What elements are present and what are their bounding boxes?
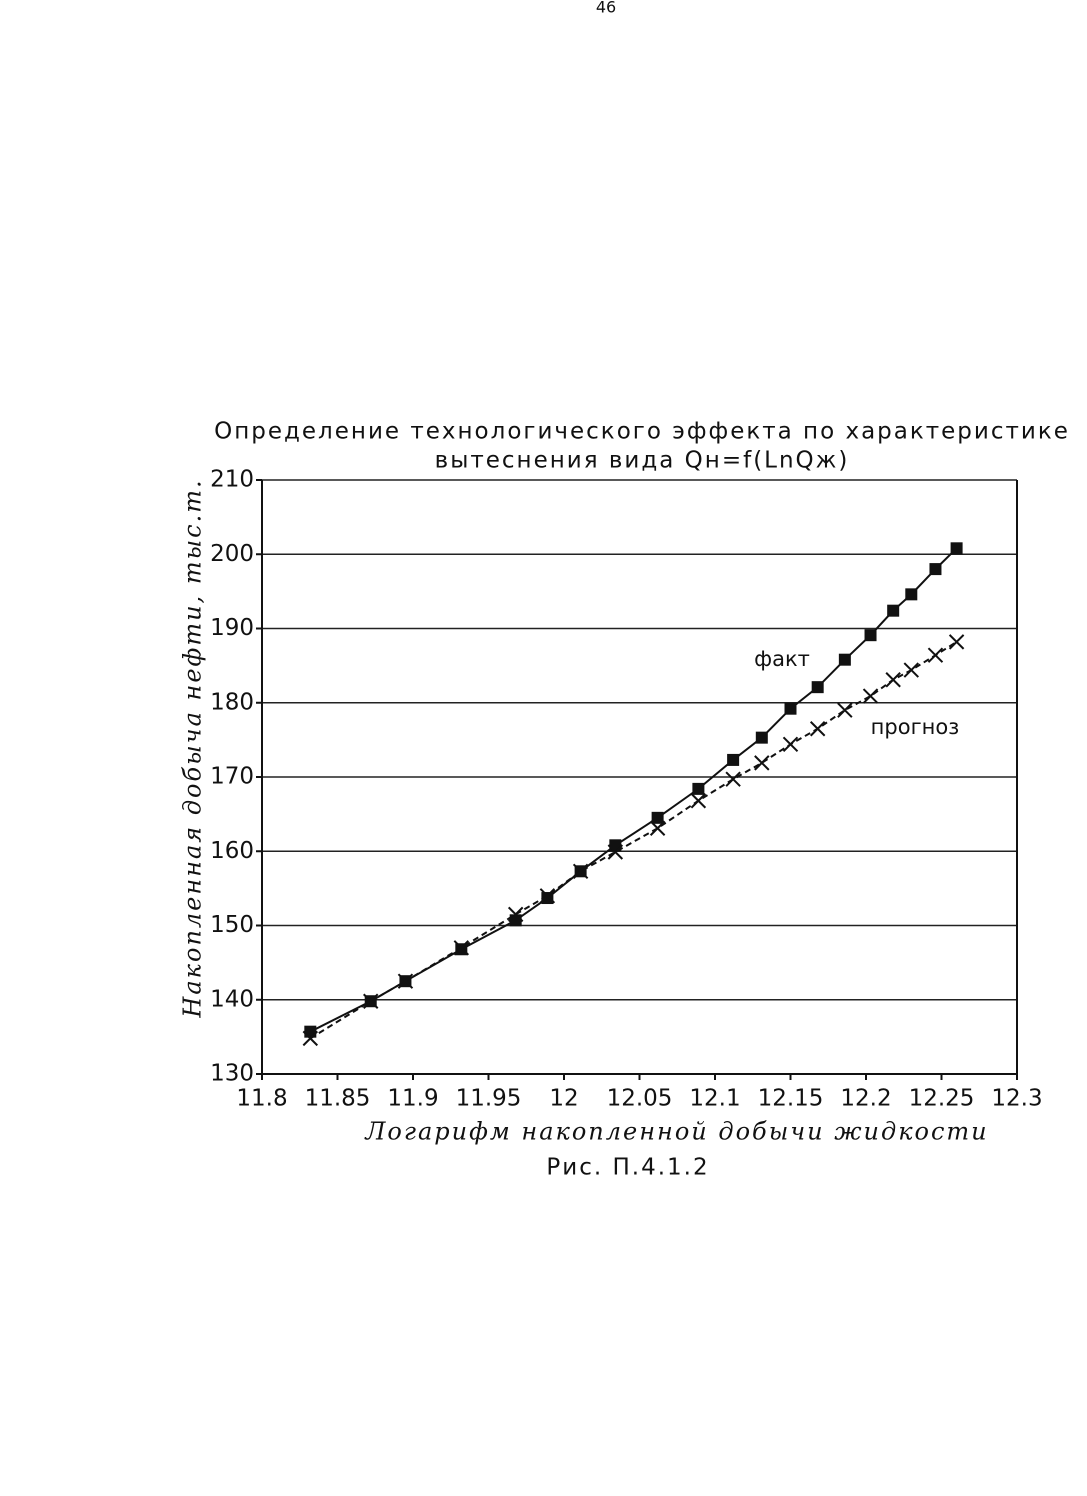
marker: [725, 771, 741, 787]
marker: [948, 634, 965, 650]
y-tick-label: 150: [210, 912, 254, 938]
marker: [607, 844, 624, 860]
marker: [784, 702, 797, 715]
y-axis-label: Накопленная добыча нефти, тыс.т.: [179, 478, 207, 1018]
x-axis-label: Логарифм накопленной добычи жидкости: [364, 1118, 988, 1146]
marker: [363, 993, 379, 1009]
chart-title: Определение технологического эффекта по …: [214, 419, 1070, 445]
y-tick-label: 200: [210, 541, 254, 567]
marker: [455, 943, 468, 956]
y-tick-label: 170: [210, 764, 254, 790]
x-tick-label: 11.9: [387, 1086, 438, 1112]
marker: [507, 906, 524, 923]
x-tick-label: 12.25: [909, 1086, 975, 1112]
x-tick-label: 12.05: [607, 1086, 673, 1112]
marker: [572, 863, 589, 880]
y-tick-label: 130: [210, 1061, 254, 1087]
x-tick-label: 11.8: [236, 1086, 287, 1112]
marker: [302, 1030, 319, 1047]
x-tick-label: 11.85: [305, 1086, 371, 1112]
marker: [864, 629, 877, 642]
chart-title: вытеснения вида Qн=f(LnQж): [435, 448, 850, 474]
marker: [541, 892, 554, 905]
y-tick-label: 210: [210, 467, 254, 493]
marker: [782, 736, 799, 753]
marker: [905, 588, 918, 601]
marker: [651, 811, 664, 824]
series-label: прогноз: [871, 715, 960, 739]
y-tick-label: 180: [210, 689, 254, 715]
caption: Рис. П.4.1.2: [546, 1155, 709, 1181]
marker: [885, 672, 901, 688]
marker: [809, 721, 826, 737]
marker: [903, 662, 920, 678]
x-tick-label: 11.95: [456, 1086, 522, 1112]
y-tick-label: 160: [210, 838, 254, 864]
marker: [754, 755, 770, 771]
x-tick-label: 12.2: [840, 1086, 891, 1112]
marker: [950, 542, 963, 555]
marker: [692, 782, 705, 795]
marker: [649, 820, 666, 836]
x-tick-label: 12.1: [689, 1086, 740, 1112]
marker: [727, 753, 740, 766]
marker: [862, 688, 879, 704]
marker: [838, 653, 851, 666]
page-number: 46: [596, 0, 616, 17]
marker: [811, 681, 824, 694]
y-tick-label: 140: [210, 986, 254, 1012]
marker: [453, 940, 470, 956]
marker: [690, 793, 707, 809]
marker: [397, 973, 414, 989]
marker: [539, 888, 556, 904]
series-label: факт: [754, 647, 810, 671]
x-tick-label: 12.15: [758, 1086, 824, 1112]
series-line: [309, 547, 958, 1033]
marker: [755, 731, 768, 744]
marker: [929, 563, 942, 576]
x-tick-label: 12: [549, 1086, 578, 1112]
marker: [927, 647, 944, 663]
x-tick-label: 12.3: [991, 1086, 1042, 1112]
marker: [887, 604, 900, 617]
marker: [837, 702, 853, 718]
y-tick-label: 190: [210, 615, 254, 641]
